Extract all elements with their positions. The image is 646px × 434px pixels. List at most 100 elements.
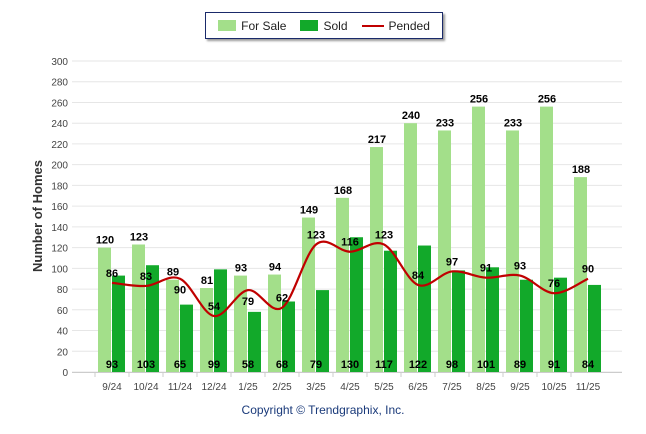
legend-item-pended[interactable]: Pended — [361, 18, 430, 33]
y-tick-label: 80 — [57, 285, 69, 296]
pended-data-label: 93 — [514, 261, 526, 273]
pended-data-label: 123 — [307, 229, 325, 241]
for-sale-data-label: 233 — [436, 117, 454, 129]
for-sale-data-label: 256 — [470, 94, 488, 106]
bar-sold — [248, 311, 261, 372]
for-sale-data-label: 256 — [538, 94, 556, 106]
x-tick-label: 11/25 — [576, 382, 601, 393]
x-tick-label: 8/25 — [476, 382, 496, 393]
bar-sold — [418, 245, 431, 372]
legend-label: For Sale — [241, 18, 287, 33]
pended-data-label: 97 — [446, 256, 458, 268]
bar-sold — [486, 267, 499, 372]
bar-for-sale — [506, 130, 519, 372]
sold-data-label: 93 — [106, 359, 118, 371]
copyright: Copyright © Trendgraphix, Inc. — [241, 403, 405, 417]
sold-data-label: 99 — [208, 359, 220, 371]
pended-data-label: 86 — [106, 268, 118, 280]
y-tick-label: 140 — [51, 223, 68, 234]
bar-sold — [146, 265, 159, 372]
bar-for-sale — [370, 147, 383, 372]
y-tick-label: 20 — [57, 347, 69, 358]
sold-data-label: 84 — [582, 359, 595, 371]
x-tick-label: 1/25 — [238, 382, 258, 393]
bar-for-sale — [574, 177, 587, 372]
sold-data-label: 117 — [375, 359, 393, 371]
y-tick-label: 220 — [51, 140, 68, 151]
sold-data-label: 101 — [477, 359, 495, 371]
y-tick-label: 300 — [51, 57, 68, 68]
bar-for-sale — [132, 244, 145, 372]
pended-data-label: 91 — [480, 263, 492, 275]
bar-sold — [282, 301, 295, 372]
x-tick-label: 3/25 — [306, 382, 326, 393]
sold-data-label: 130 — [341, 359, 359, 371]
y-tick-label: 240 — [51, 119, 68, 130]
bar-for-sale — [472, 106, 485, 372]
x-tick-label: 10/24 — [133, 382, 158, 393]
bar-for-sale — [540, 106, 553, 372]
bar-sold — [554, 277, 567, 372]
x-tick-label: 12/24 — [201, 382, 226, 393]
for-sale-data-label: 233 — [504, 117, 522, 129]
y-tick-label: 260 — [51, 98, 68, 109]
bar-for-sale — [336, 197, 349, 372]
bar-for-sale — [302, 217, 315, 372]
bar-for-sale — [268, 274, 281, 372]
y-tick-label: 120 — [51, 244, 68, 255]
legend: For Sale Sold Pended — [205, 12, 443, 39]
for-sale-data-label: 81 — [201, 275, 213, 287]
y-axis-title: Number of Homes — [30, 160, 45, 272]
y-tick-label: 180 — [51, 181, 68, 192]
pended-data-label: 79 — [242, 296, 254, 308]
pended-swatch — [361, 24, 384, 27]
bar-sold — [588, 284, 601, 372]
for-sale-data-label: 94 — [269, 262, 282, 274]
bar-for-sale — [166, 279, 179, 372]
bar-for-sale — [234, 275, 247, 372]
for-sale-data-label: 217 — [368, 134, 386, 146]
for-sale-data-label: 93 — [235, 263, 247, 275]
pended-data-label: 62 — [276, 293, 288, 305]
for-sale-swatch — [218, 20, 237, 31]
y-tick-label: 0 — [62, 368, 68, 379]
pended-data-label: 54 — [208, 301, 221, 313]
legend-item-sold[interactable]: Sold — [300, 18, 348, 33]
legend-item-for-sale[interactable]: For Sale — [218, 19, 286, 33]
sold-data-label: 65 — [174, 359, 186, 371]
sold-data-label: 122 — [409, 359, 427, 371]
y-tick-label: 40 — [57, 327, 69, 338]
pended-data-label: 83 — [140, 271, 152, 283]
sold-data-label: 68 — [276, 359, 288, 371]
bar-sold — [112, 275, 125, 372]
y-tick-label: 200 — [51, 161, 68, 172]
x-tick-label: 9/24 — [102, 382, 122, 393]
pended-data-label: 90 — [174, 285, 186, 297]
pended-data-label: 76 — [548, 278, 560, 290]
pended-data-label: 123 — [375, 229, 393, 241]
sold-data-label: 91 — [548, 359, 560, 371]
sold-data-label: 79 — [310, 359, 322, 371]
y-tick-label: 160 — [51, 202, 68, 213]
pended-data-label: 84 — [412, 270, 425, 282]
bar-sold — [452, 270, 465, 372]
bar-for-sale — [404, 123, 417, 372]
bar-sold — [180, 304, 193, 372]
sold-data-label: 89 — [514, 359, 526, 371]
bar-sold — [350, 237, 363, 372]
legend-label: Pended — [388, 18, 430, 33]
y-tick-label: 280 — [51, 78, 68, 89]
legend-label: Sold — [323, 18, 348, 33]
x-tick-label: 2/25 — [272, 382, 292, 393]
for-sale-data-label: 168 — [334, 185, 352, 197]
for-sale-data-label: 123 — [130, 231, 148, 243]
x-tick-label: 11/24 — [168, 382, 193, 393]
x-tick-label: 10/25 — [541, 382, 566, 393]
x-tick-label: 6/25 — [408, 382, 428, 393]
bar-sold — [316, 290, 329, 372]
pended-data-label: 90 — [582, 264, 594, 276]
x-tick-label: 4/25 — [340, 382, 360, 393]
sold-swatch — [300, 20, 319, 31]
y-tick-label: 60 — [57, 306, 69, 317]
bar-for-sale — [438, 130, 451, 372]
